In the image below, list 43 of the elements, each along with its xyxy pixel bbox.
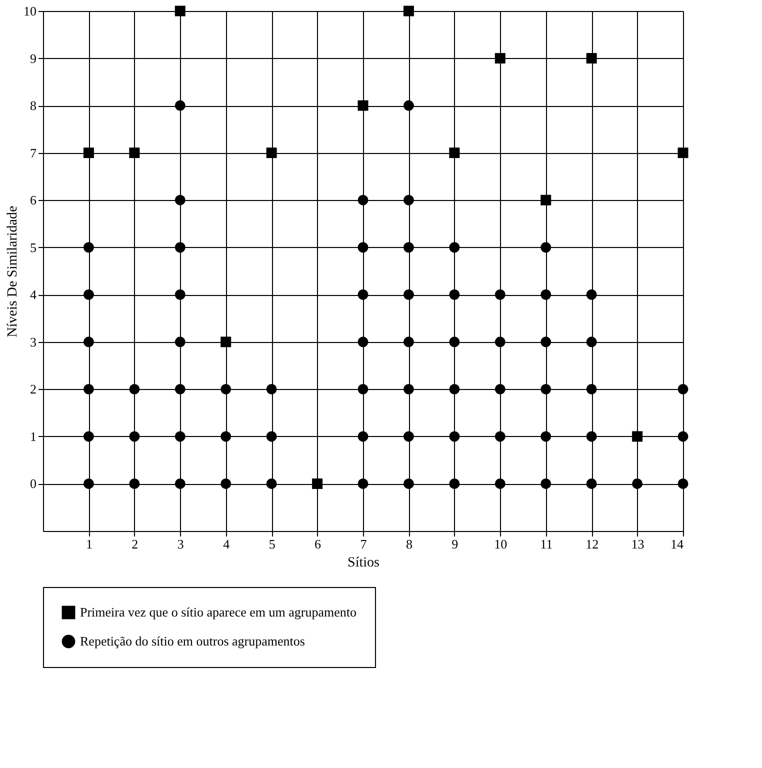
point: [174, 6, 186, 16]
y-tick-label: 3: [30, 334, 36, 350]
y-tick-label: 4: [30, 287, 37, 302]
x-tick-label: 10: [494, 536, 508, 552]
y-tick-label: 0: [30, 476, 36, 492]
y-tick-label: 5: [30, 240, 36, 255]
y-tick-label: 9: [30, 50, 36, 66]
x-axis-title: Sítios: [348, 556, 380, 570]
point: [586, 53, 597, 64]
y-tick-label: 7: [30, 145, 37, 160]
point: [83, 148, 94, 158]
y-tick-label: 2: [30, 382, 36, 397]
x-tick-label: 1: [86, 536, 92, 552]
point: [312, 478, 323, 489]
y-tick-label: 6: [30, 192, 37, 208]
point: [449, 148, 460, 158]
point: [632, 431, 643, 442]
x-tick-label: 8: [406, 536, 412, 552]
point: [494, 53, 506, 64]
x-tick-label: 5: [268, 536, 276, 552]
y-tick-label: 8: [30, 98, 36, 114]
y-axis-title: Níveis De Similaridade: [6, 206, 20, 338]
x-tick-label: 2: [132, 536, 138, 552]
point: [220, 336, 232, 348]
point: [678, 148, 688, 158]
x-tick-label: 7: [360, 536, 368, 552]
point: [266, 148, 277, 158]
x-tick-label: 11: [540, 536, 553, 552]
x-tick-label: 9: [452, 536, 458, 552]
x-tick-label: 12: [586, 536, 599, 552]
x-tick-label: 6: [314, 536, 322, 552]
x-tick-label: 13: [631, 536, 644, 552]
x-tick-label: 14: [670, 536, 684, 552]
y-tick-label: 1: [30, 428, 36, 444]
legend-label: Repetição do sítio em outros agrupamentos: [80, 634, 305, 648]
legend-label: Primeira vez que o sítio aparece em um agrupamento: [80, 604, 357, 620]
point: [403, 6, 414, 16]
point: [129, 148, 140, 158]
point: [358, 100, 368, 111]
x-tick-label: 4: [223, 536, 230, 552]
y-tick-label: 10: [24, 4, 36, 18]
point: [540, 194, 552, 206]
x-tick-label: 3: [177, 536, 184, 552]
